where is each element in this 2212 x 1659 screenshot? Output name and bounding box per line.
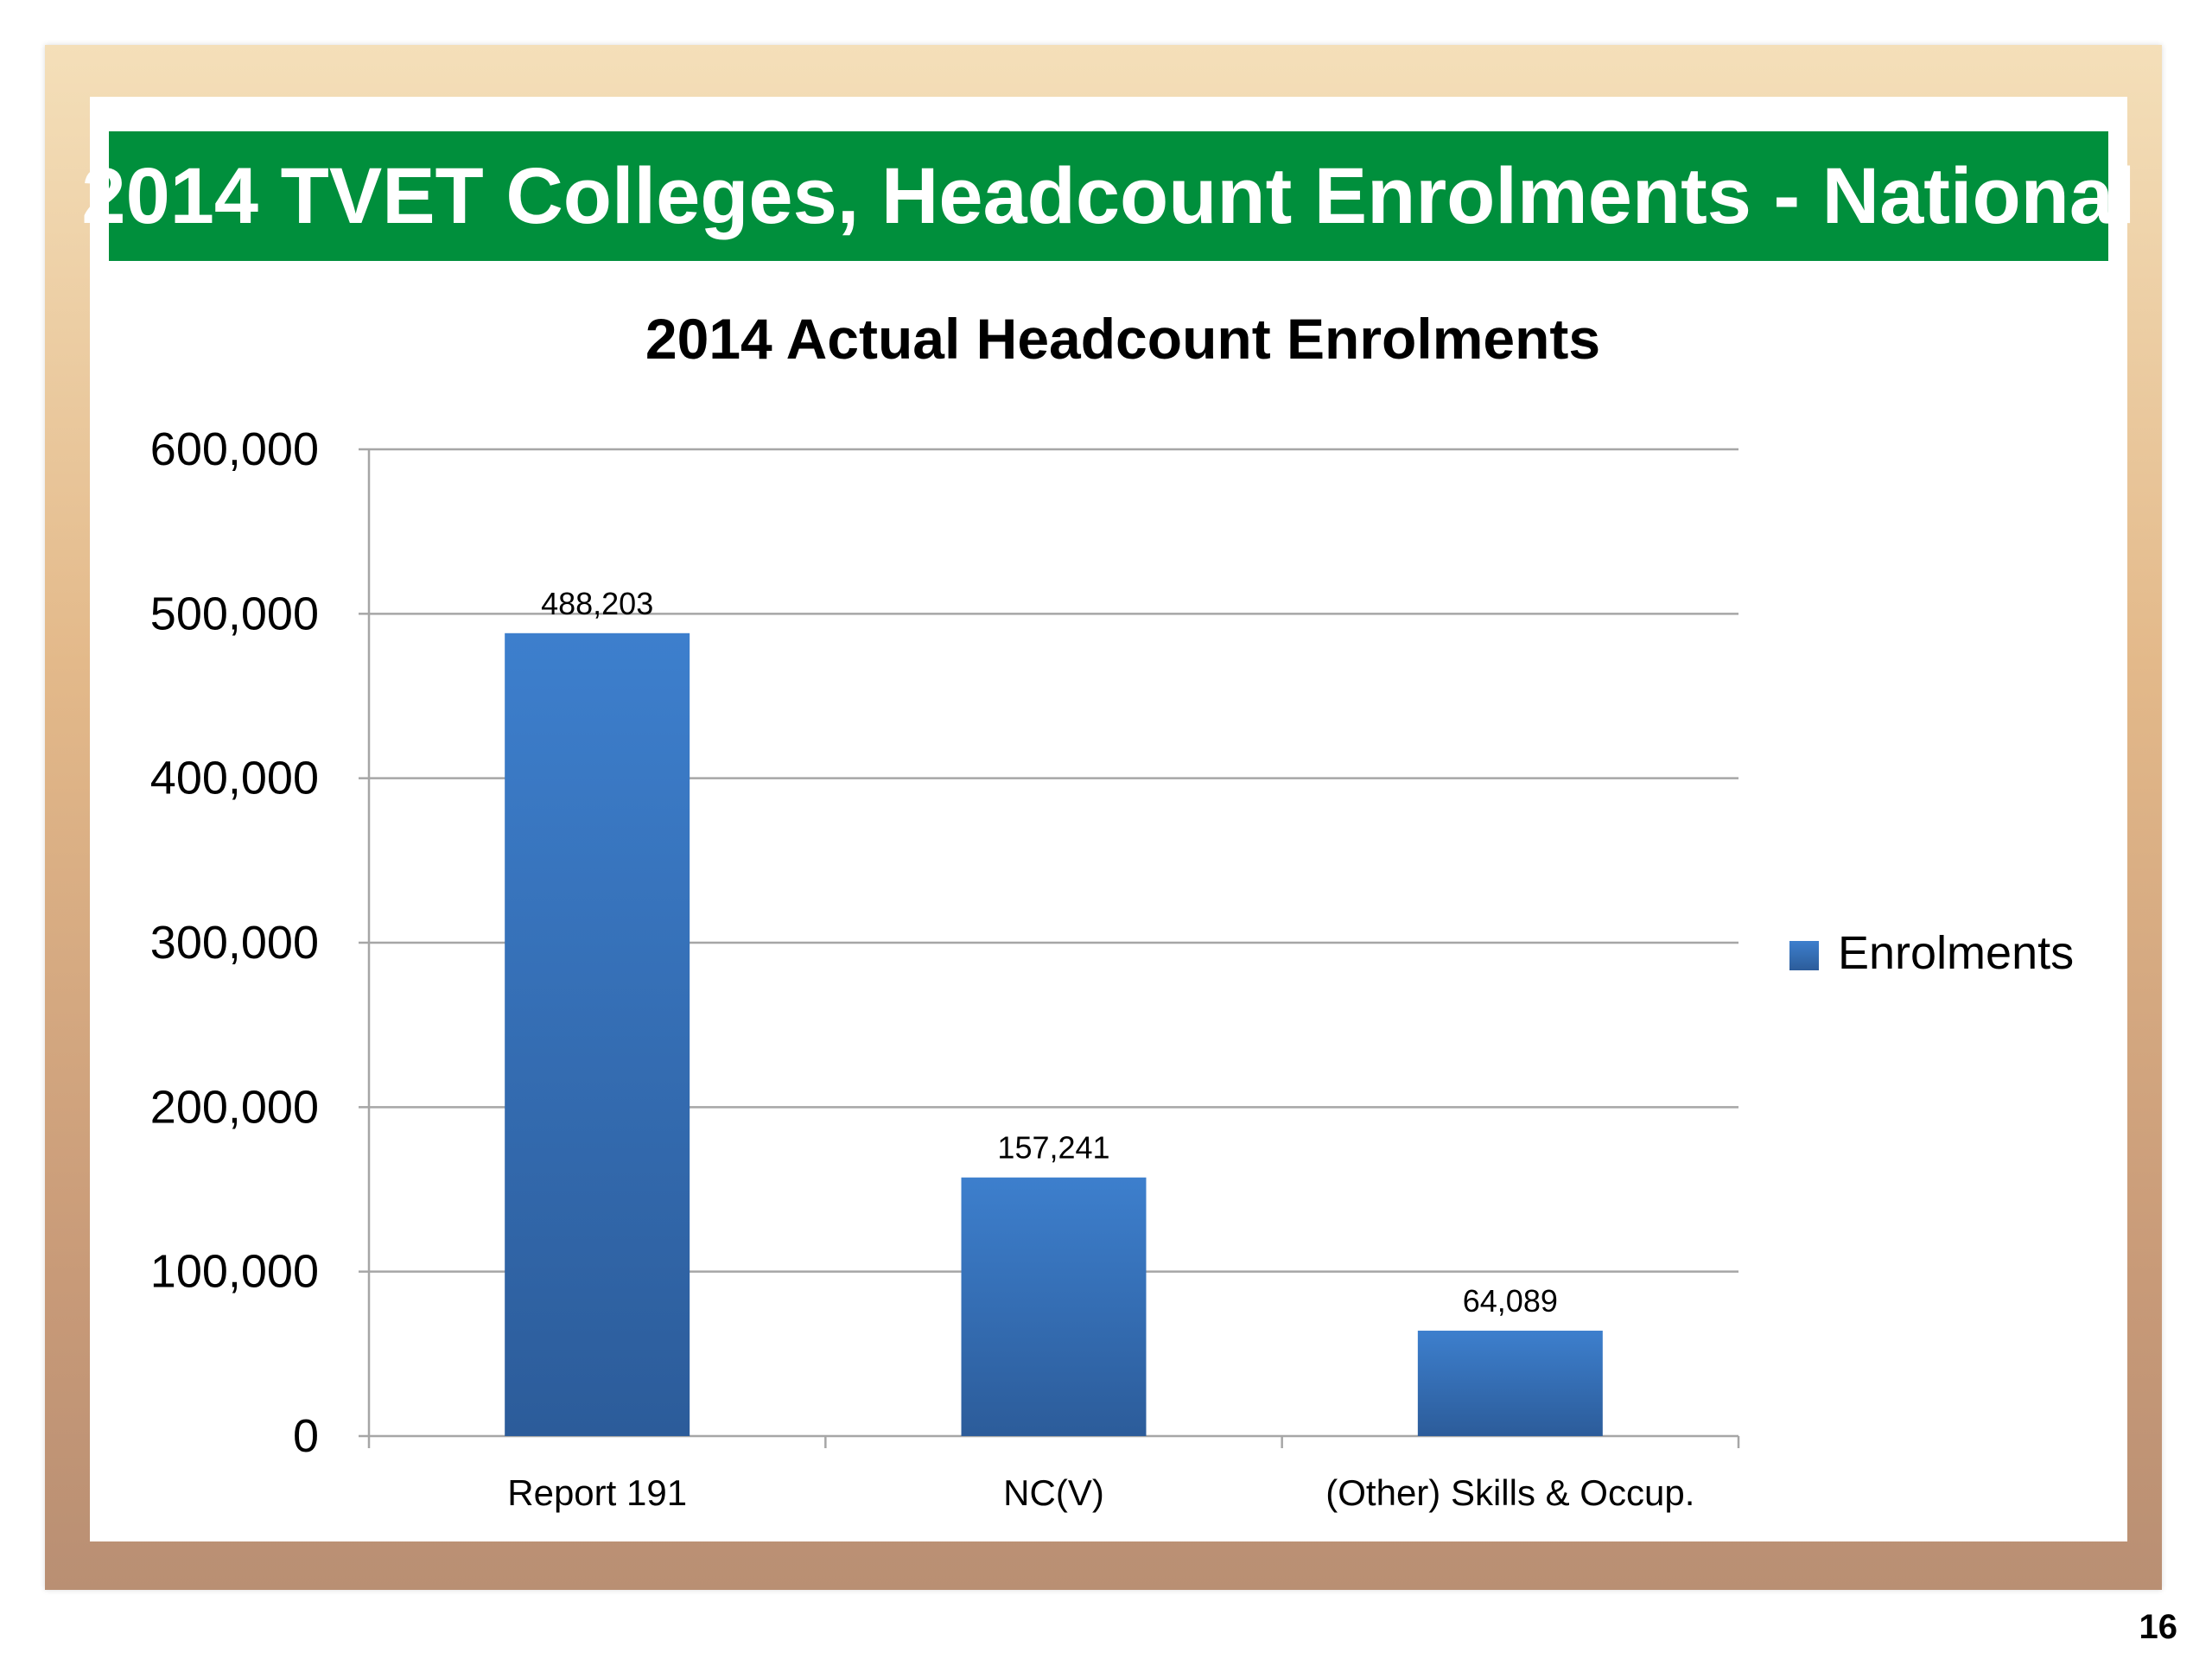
data-label: 488,203: [541, 586, 653, 621]
bar: [1417, 1331, 1603, 1436]
bar: [961, 1177, 1147, 1436]
y-tick-label: 0: [293, 1410, 319, 1462]
x-tick-label: Report 191: [507, 1472, 687, 1513]
data-label: 157,241: [997, 1130, 1109, 1166]
x-tick-label: NC(V): [1003, 1472, 1104, 1513]
chart-title: 2014 Actual Headcount Enrolments: [645, 307, 1600, 371]
bar-chart: 2014 Actual Headcount Enrolments 0 100,000…: [150, 307, 2074, 1513]
page-number: 16: [2139, 1608, 2178, 1646]
y-tick-label: 600,000: [150, 423, 319, 475]
title-banner: 2014 TVET Colleges, Headcount Enrolments…: [81, 131, 2136, 261]
y-tick-label: 400,000: [150, 753, 319, 804]
legend-swatch: [1789, 941, 1819, 970]
y-tick-label: 200,000: [150, 1081, 319, 1133]
y-tick-label: 100,000: [150, 1246, 319, 1298]
bar: [505, 632, 690, 1436]
x-tick-label: (Other) Skills & Occup.: [1325, 1472, 1694, 1513]
y-tick-label: 500,000: [150, 588, 319, 639]
y-tick-label: 300,000: [150, 917, 319, 969]
data-label: 64,089: [1463, 1283, 1558, 1319]
slide-title: 2014 TVET Colleges, Headcount Enrolments…: [81, 151, 2136, 240]
legend-label: Enrolments: [1838, 927, 2074, 979]
